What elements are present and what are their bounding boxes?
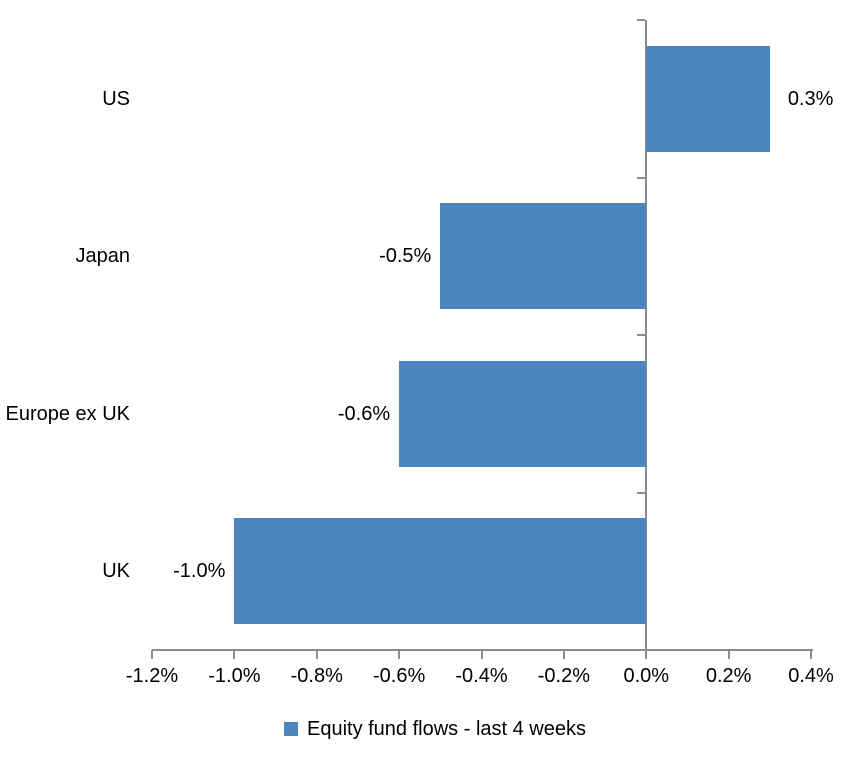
x-axis-line <box>152 649 813 651</box>
category-label: Europe ex UK <box>5 402 130 425</box>
value-label: -1.0% <box>173 560 226 583</box>
x-axis-tick <box>315 650 318 659</box>
x-axis-tick-label: -0.8% <box>290 665 343 687</box>
y-axis-tick <box>637 491 646 494</box>
x-axis-tick-label: 0.4% <box>788 665 834 687</box>
value-label: -0.5% <box>379 245 432 268</box>
y-axis-tick <box>637 176 646 179</box>
x-axis-tick-label: -1.0% <box>208 665 261 687</box>
y-axis-tick <box>637 334 646 336</box>
category-label: US <box>102 87 130 110</box>
x-axis-tick <box>727 650 730 659</box>
x-axis-tick <box>810 650 812 659</box>
category-label: UK <box>102 560 130 583</box>
x-axis-tick <box>151 650 153 659</box>
bar <box>440 203 647 310</box>
x-axis-tick-label: -0.6% <box>373 665 426 687</box>
x-axis-tick <box>562 650 565 659</box>
x-axis-tick <box>233 650 236 659</box>
x-axis-tick-label: -0.4% <box>455 665 508 687</box>
x-axis-tick <box>480 650 483 659</box>
x-axis-tick <box>398 650 401 659</box>
x-axis-tick-label: 0.2% <box>705 665 752 687</box>
bar <box>399 360 647 467</box>
y-axis-tick <box>637 19 646 21</box>
category-label: Japan <box>75 245 131 268</box>
legend-swatch-icon <box>283 722 298 736</box>
legend: Equity fund flows - last 4 weeks <box>0 716 852 742</box>
bar <box>646 45 770 152</box>
x-axis-tick-label: 0.0% <box>623 665 670 687</box>
value-label: -0.6% <box>337 402 391 425</box>
bar <box>234 518 647 625</box>
value-label: 0.3% <box>787 87 834 110</box>
x-axis-tick-label: -0.2% <box>537 665 590 687</box>
x-axis-tick-label: -1.2% <box>125 665 179 687</box>
zero-axis-line <box>645 20 648 659</box>
legend-label: Equity fund flows - last 4 weeks <box>306 718 586 740</box>
